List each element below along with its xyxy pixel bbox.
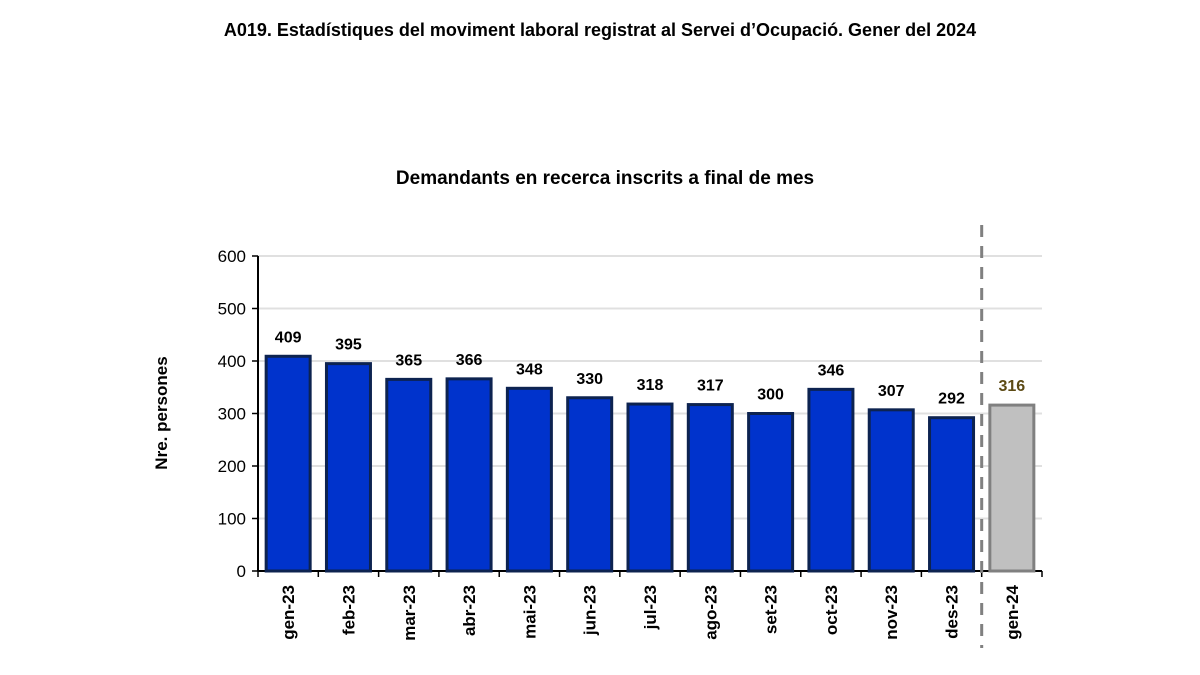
x-tick-label: feb-23	[339, 585, 358, 635]
bar-set-23	[747, 412, 795, 573]
x-tick-label: oct-23	[822, 585, 841, 635]
y-tick-label: 600	[218, 247, 246, 266]
bar-ago-23	[686, 403, 734, 573]
x-tick-label: gen-24	[1003, 584, 1022, 639]
data-label-feb-23: 395	[335, 337, 362, 354]
x-tick-label: set-23	[762, 585, 781, 634]
y-tick-label: 200	[218, 457, 246, 476]
y-tick-label: 100	[218, 510, 246, 529]
x-tick-label: jul-23	[641, 585, 660, 630]
data-label-set-23: 300	[757, 387, 784, 404]
bar-gen-24	[988, 403, 1036, 573]
data-label-gen-23: 409	[275, 329, 302, 346]
bar-oct-23	[807, 387, 855, 573]
data-label-oct-23: 346	[818, 362, 845, 379]
chart-title: Demandants en recerca inscrits a final d…	[396, 168, 814, 189]
x-tick-label: des-23	[943, 585, 962, 639]
y-axis-label: Nre. persones	[152, 356, 171, 469]
bar-gen-23	[264, 354, 312, 573]
x-tick-label: mai-23	[520, 585, 539, 639]
data-label-jun-23: 330	[576, 371, 603, 388]
data-label-ago-23: 317	[697, 378, 724, 395]
x-tick-label: ago-23	[701, 585, 720, 640]
x-tick-label: gen-23	[279, 585, 298, 640]
bar-mai-23	[505, 386, 553, 573]
bar-mar-23	[385, 377, 433, 573]
bar-jul-23	[626, 402, 674, 573]
bar-nov-23	[867, 408, 915, 573]
data-label-mai-23: 348	[516, 361, 543, 378]
x-tick-label: jun-23	[581, 585, 600, 636]
y-tick-label: 500	[218, 300, 246, 319]
bar-abr-23	[445, 377, 493, 573]
bar-des-23	[928, 416, 976, 573]
y-tick-label: 0	[237, 562, 246, 581]
data-label-mar-23: 365	[395, 352, 422, 369]
y-tick-label: 300	[218, 405, 246, 424]
bar-feb-23	[324, 362, 372, 573]
data-label-abr-23: 366	[456, 352, 483, 369]
page-title: A019. Estadístiques del moviment laboral…	[223, 20, 977, 40]
bar-jun-23	[566, 396, 614, 573]
data-label-gen-24: 316	[998, 378, 1025, 395]
x-tick-label: mar-23	[400, 585, 419, 641]
data-label-nov-23: 307	[878, 383, 905, 400]
data-label-des-23: 292	[938, 391, 965, 408]
x-tick-label: abr-23	[460, 585, 479, 636]
y-tick-label: 400	[218, 352, 246, 371]
x-tick-label: nov-23	[882, 585, 901, 640]
data-label-jul-23: 318	[637, 377, 664, 394]
